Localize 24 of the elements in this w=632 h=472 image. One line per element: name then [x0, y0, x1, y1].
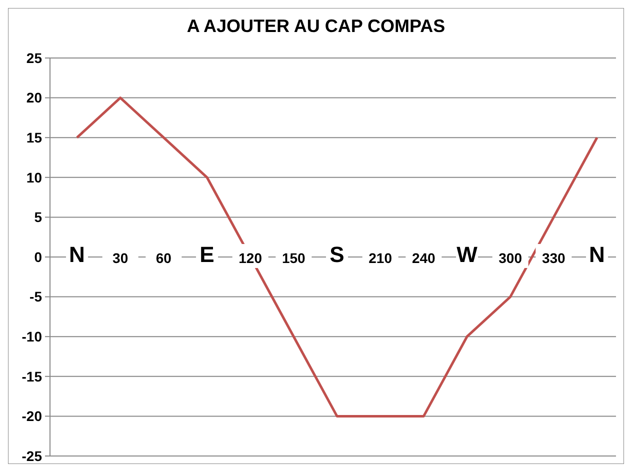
- y-tick-label: 25: [26, 50, 42, 66]
- x-tick-label: S: [330, 242, 344, 268]
- x-tick-label: 60: [156, 250, 172, 266]
- x-tick-label: 330: [542, 250, 566, 266]
- x-tick-label: N: [69, 242, 85, 268]
- x-tick-label: 300: [498, 250, 522, 266]
- y-tick-label: -25: [22, 448, 42, 464]
- y-tick-label: -5: [30, 288, 42, 305]
- y-tick-label: -10: [22, 328, 42, 344]
- x-tick-label: 30: [112, 250, 128, 266]
- y-tick-label: 0: [34, 248, 42, 265]
- x-tick-label: 210: [368, 250, 392, 266]
- chart-title: A AJOUTER AU CAP COMPAS: [186, 16, 446, 36]
- x-tick-label: 240: [412, 250, 436, 266]
- x-tick-label: E: [200, 242, 214, 268]
- y-tick-label: -20: [22, 408, 42, 424]
- y-tick-label: 20: [26, 90, 42, 106]
- y-tick-label: 15: [26, 130, 42, 146]
- y-tick-label: 10: [26, 169, 42, 186]
- x-tick-label: W: [456, 242, 478, 268]
- y-tick-label: -15: [22, 368, 42, 384]
- x-tick-label: N: [589, 242, 605, 268]
- y-tick-label: 5: [34, 209, 42, 226]
- x-tick-label: 150: [282, 250, 306, 266]
